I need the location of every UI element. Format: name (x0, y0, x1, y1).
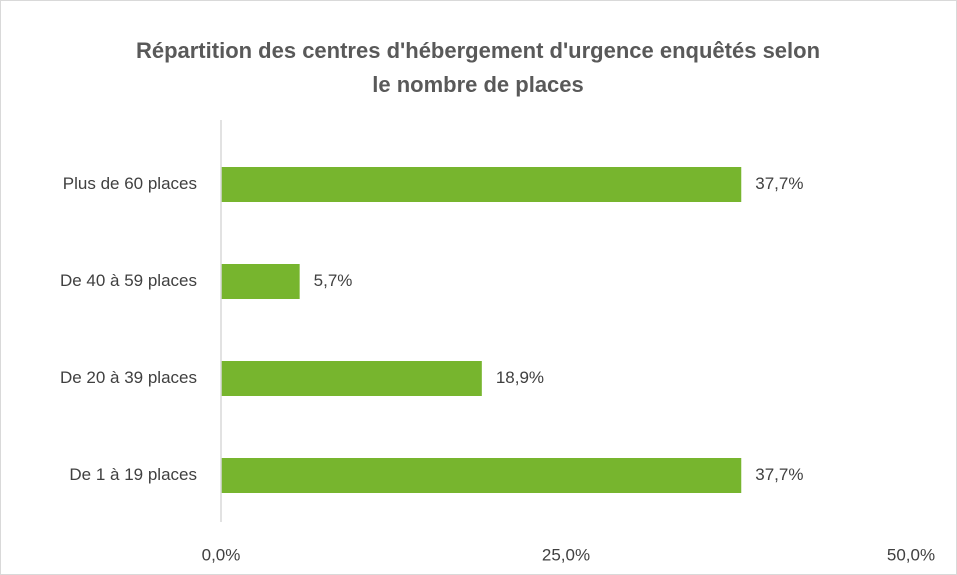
value-label: 37,7% (755, 465, 803, 484)
bar (221, 458, 742, 493)
chart-title: Répartition des centres d'hébergement d'… (135, 38, 821, 97)
x-tick-label: 25,0% (542, 545, 590, 564)
value-label: 5,7% (314, 271, 353, 290)
value-label: 18,9% (496, 368, 544, 387)
x-tick-label: 0,0% (202, 545, 241, 564)
bar (221, 264, 300, 299)
bar (221, 361, 482, 396)
value-label: 37,7% (755, 174, 803, 193)
bar (221, 167, 742, 202)
y-tick-label: De 40 à 59 places (60, 271, 197, 290)
y-tick-label: De 1 à 19 places (69, 465, 197, 484)
x-tick-label: 50,0% (887, 545, 935, 564)
y-tick-label: Plus de 60 places (63, 174, 197, 193)
y-tick-label: De 20 à 39 places (60, 368, 197, 387)
